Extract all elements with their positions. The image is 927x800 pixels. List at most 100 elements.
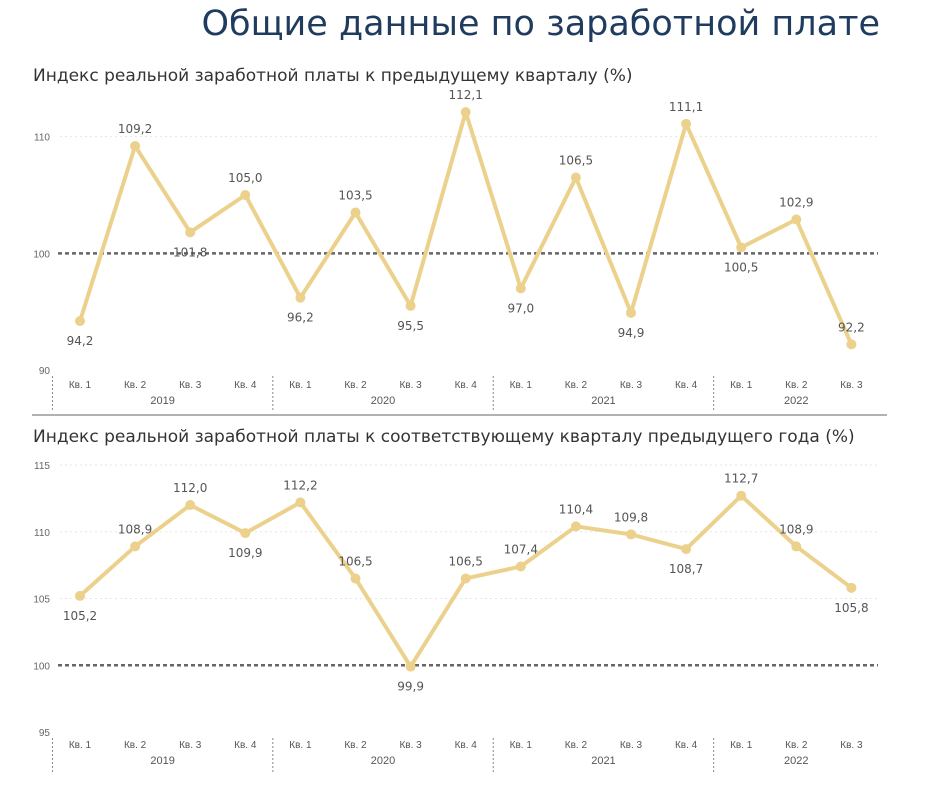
data-point [405, 661, 416, 672]
data-point [350, 207, 361, 218]
y-tick-label: 110 [34, 133, 50, 144]
x-tick-label: Кв. 1 [510, 740, 533, 751]
x-tick-label: Кв. 2 [124, 380, 147, 391]
data-label: 110,4 [559, 502, 593, 516]
data-point [240, 528, 251, 539]
year-label: 2022 [784, 755, 808, 767]
year-label: 2021 [591, 755, 615, 767]
data-label: 109,2 [118, 122, 152, 136]
x-tick-label: Кв. 3 [620, 740, 643, 751]
x-tick-label: Кв. 1 [69, 740, 92, 751]
data-point [681, 544, 692, 555]
data-label: 103,5 [338, 189, 372, 203]
data-label: 97,0 [507, 301, 534, 315]
chart-1-title: Индекс реальной заработной платы к преды… [33, 66, 633, 86]
year-label: 2022 [784, 395, 808, 407]
data-point [350, 573, 361, 584]
x-tick-label: Кв. 2 [344, 740, 367, 751]
data-label: 108,9 [118, 522, 152, 536]
data-label: 100,5 [724, 261, 758, 275]
y-tick-label: 110 [34, 528, 50, 539]
data-label: 109,8 [614, 510, 648, 524]
data-label: 107,4 [504, 542, 538, 556]
data-label: 105,0 [228, 171, 262, 185]
data-point [515, 561, 526, 572]
x-tick-label: Кв. 4 [234, 740, 257, 751]
data-point [460, 573, 471, 584]
data-point [130, 141, 141, 151]
y-tick-label: 95 [39, 728, 51, 739]
data-label: 101,8 [173, 245, 207, 259]
data-label: 106,5 [338, 554, 372, 568]
y-tick-label: 100 [33, 249, 50, 260]
data-label: 112,0 [173, 481, 207, 495]
data-point [791, 541, 802, 552]
data-label: 112,7 [724, 472, 758, 486]
x-tick-label: Кв. 2 [785, 380, 808, 391]
data-point [626, 307, 636, 318]
x-tick-label: Кв. 3 [399, 740, 422, 751]
x-tick-label: Кв. 1 [510, 380, 533, 391]
x-tick-label: Кв. 3 [179, 380, 202, 391]
x-tick-label: Кв. 4 [234, 380, 257, 391]
data-point [295, 292, 306, 303]
year-label: 2021 [591, 395, 615, 407]
x-tick-label: Кв. 2 [565, 380, 588, 391]
x-tick-label: Кв. 2 [785, 740, 808, 751]
data-label: 106,5 [559, 154, 593, 168]
data-point [736, 490, 747, 501]
year-label: 2019 [150, 395, 174, 407]
x-tick-label: Кв. 3 [179, 740, 202, 751]
data-point [570, 521, 581, 532]
data-label: 94,9 [618, 326, 645, 340]
data-label: 105,2 [63, 609, 97, 623]
data-point [846, 582, 857, 593]
x-tick-label: Кв. 2 [565, 740, 588, 751]
data-point [791, 214, 802, 225]
chart-2-title: Индекс реальной заработной платы к соотв… [33, 427, 855, 447]
data-point [185, 227, 196, 238]
data-point [846, 339, 857, 350]
chart-2: 95 100 105 110 115 105,2 108,9 112,0 109,9 112,2 1… [33, 461, 878, 772]
page-title: Общие данные по заработной плате [201, 4, 880, 44]
year-label: 2020 [371, 395, 395, 407]
data-label: 111,1 [669, 100, 703, 114]
x-tick-label: Кв. 1 [289, 740, 312, 751]
data-point [515, 283, 526, 294]
x-tick-label: Кв. 4 [675, 740, 698, 751]
data-point [240, 190, 251, 200]
data-point [75, 590, 85, 601]
data-label: 99,9 [397, 680, 424, 694]
data-label: 96,2 [287, 311, 314, 325]
data-point [570, 172, 581, 183]
data-label: 92,2 [838, 320, 865, 334]
x-tick-label: Кв. 1 [730, 740, 753, 751]
x-tick-label: Кв. 2 [124, 740, 147, 751]
y-tick-label: 100 [33, 661, 50, 672]
data-label: 108,9 [779, 522, 813, 536]
y-tick-label: 90 [39, 366, 51, 377]
data-label: 112,1 [449, 88, 483, 102]
year-label: 2020 [371, 755, 395, 767]
data-point [75, 316, 85, 326]
y-tick-label: 105 [33, 595, 50, 606]
chart-1: 90 100 110 94,2 109,2 101,8 105,0 96,2 103,5 95,5… [33, 88, 878, 412]
data-label: 109,9 [228, 546, 262, 560]
data-label: 108,7 [669, 562, 703, 576]
x-tick-label: Кв. 4 [675, 380, 698, 391]
data-point [460, 107, 471, 118]
data-point [130, 541, 141, 552]
series-line [78, 110, 854, 346]
data-label: 94,2 [67, 334, 94, 348]
x-tick-label: Кв. 1 [730, 380, 753, 391]
x-tick-label: Кв. 1 [289, 380, 312, 391]
data-label: 95,5 [397, 319, 424, 333]
data-label: 102,9 [779, 196, 813, 210]
data-point [626, 529, 636, 540]
data-point [405, 300, 416, 311]
x-tick-label: Кв. 1 [69, 380, 92, 391]
x-tick-label: Кв. 3 [840, 740, 863, 751]
data-point [736, 242, 747, 253]
data-point [681, 118, 692, 129]
